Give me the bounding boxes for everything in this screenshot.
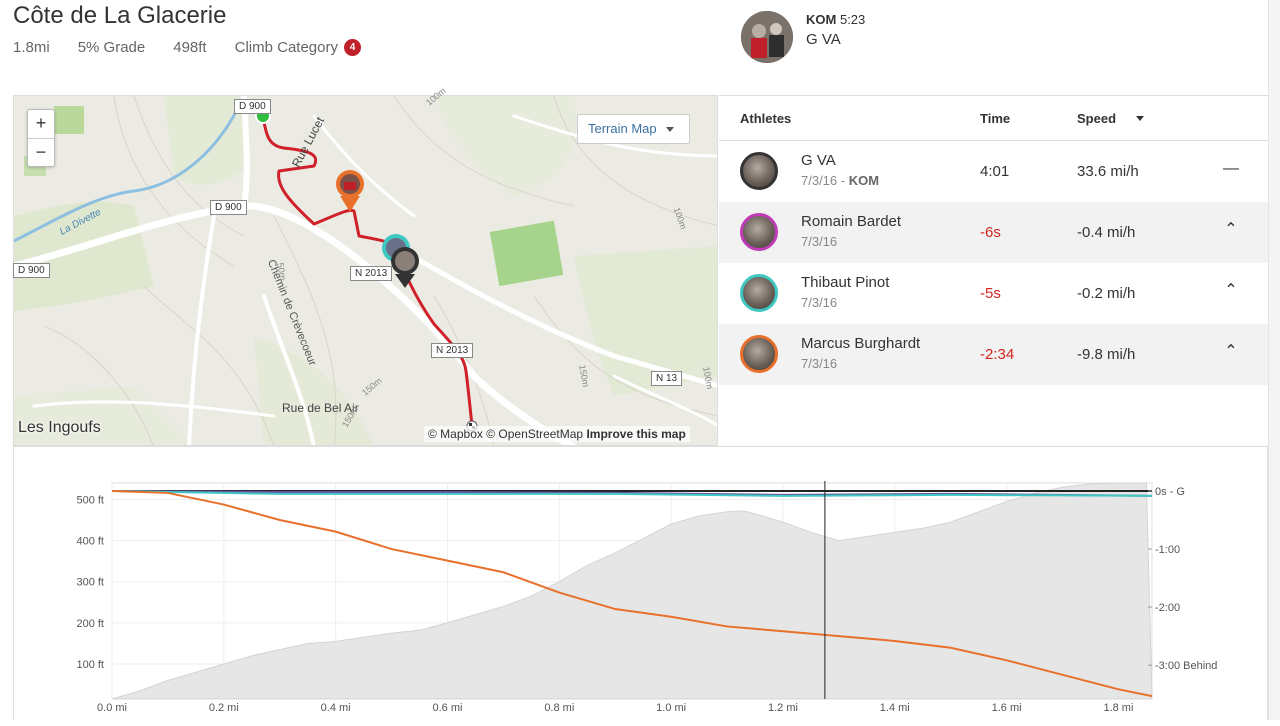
effort-time: -5s [980,285,1001,302]
climb-category-label: Climb Category [234,39,338,56]
zoom-in-button[interactable]: + [35,113,47,133]
y-tick-label: 100 ft [76,659,104,671]
y-tick-label: 500 ft [76,494,104,506]
road-label: N 2013 [350,266,393,281]
athlete-name[interactable]: Romain Bardet [801,213,902,230]
road-label: N 13 [651,371,683,386]
y-tick-label: 300 ft [76,577,104,589]
athlete-avatar[interactable] [740,274,778,312]
zoom-out-button[interactable]: − [28,138,54,167]
x-tick-label: 0.6 mi [432,702,462,714]
athlete-name[interactable]: Thibaut Pinot [801,274,890,291]
right-edge-panel [1268,0,1280,720]
kom-label: KOM 5:23 [806,12,865,27]
x-tick-label: 1.8 mi [1103,702,1133,714]
athlete-name[interactable]: G VA [801,152,836,169]
road-label: D 900 [13,263,50,278]
chart-canvas[interactable]: 100 ft 200 ft 300 ft 400 ft 500 ft 0s - G -1:0… [14,447,1267,721]
climb-category-badge: 4 [343,39,361,56]
y-right-tick-label: -1:00 [1155,544,1180,556]
effort-date: 7/3/16 - KOM [801,173,880,188]
kom-avatar[interactable] [741,11,793,63]
elevation-area [111,482,1153,700]
effort-speed: 33.6 mi/h [1077,163,1139,180]
leaderboard-row[interactable]: G VA 7/3/16 - KOM 4:01 33.6 mi/h — [719,141,1268,202]
effort-date: 7/3/16 [801,356,837,371]
map-attribution: © Mapbox © OpenStreetMap Improve this ma… [424,426,690,442]
series-line [111,490,1153,497]
effort-date-value: 7/3/16 [801,295,838,310]
segment-elevation: 498ft [173,39,207,56]
road-label: N 2013 [431,343,474,358]
athlete-marker-gva-icon[interactable] [391,247,419,288]
athlete-name[interactable]: Marcus Burghardt [801,335,921,352]
athlete-avatar[interactable] [740,213,778,251]
x-tick-label: 1.2 mi [768,702,798,714]
x-tick-label: 1.6 mi [992,702,1022,714]
athlete-avatar[interactable] [740,152,778,190]
leaderboard-row[interactable]: Marcus Burghardt 7/3/16 -2:34 -9.8 mi/h ⌃ [719,324,1268,385]
effort-date-value: 7/3/16 [801,356,838,371]
leaderboard-header: Athletes Time Speed [719,96,1268,141]
athlete-marker-burghardt-icon[interactable] [336,170,364,212]
segment-grade: 5% Grade [77,39,146,56]
effort-speed: -0.4 mi/h [1077,224,1136,241]
effort-speed: -0.2 mi/h [1077,285,1136,302]
effort-speed: -9.8 mi/h [1077,346,1136,363]
effort-date: 7/3/16 [801,234,837,249]
leaderboard-row[interactable]: Romain Bardet 7/3/16 -6s -0.4 mi/h ⌃ [719,202,1268,263]
leaderboard-row[interactable]: Thibaut Pinot 7/3/16 -5s -0.2 mi/h ⌃ [719,263,1268,324]
leaderboard: Athletes Time Speed G VA 7/3/16 - KOM 4:01… [719,95,1268,447]
y-right-tick-label: -3:00 Behind [1155,660,1217,672]
y-right-tick-label: 0s - G [1155,486,1185,498]
expand-toggle-icon[interactable]: ⌃ [1224,343,1238,360]
chevron-down-icon [666,127,674,132]
kom-badge: KOM [848,173,880,188]
athlete-avatar[interactable] [740,335,778,373]
y-right-tick-label: -2:00 [1155,602,1180,614]
kom-time: 5:23 [839,12,866,27]
elevation-chart[interactable]: 100 ft 200 ft 300 ft 400 ft 500 ft 0s - G -1:0… [13,446,1268,720]
collapse-icon[interactable]: — [1223,160,1239,177]
road-label: D 900 [234,99,271,114]
x-tick-label: 0.4 mi [321,702,351,714]
y-tick-label: 200 ft [76,618,104,630]
road-label: D 900 [210,200,247,215]
attribution-mapbox-link[interactable]: © Mapbox [428,427,483,441]
map-type-dropdown[interactable]: Terrain Map [577,114,690,144]
kom-athlete-name[interactable]: G VA [806,31,841,48]
x-tick-label: 0.8 mi [544,702,574,714]
place-label: Les Ingoufs [18,419,101,436]
effort-date: 7/3/16 [801,295,837,310]
effort-time: -2:34 [980,346,1015,363]
map-type-label: Terrain Map [588,121,657,136]
effort-time: 4:01 [980,163,1010,180]
x-tick-label: 1.4 mi [880,702,910,714]
x-tick-label: 0.0 mi [97,702,127,714]
kom-title: KOM [806,12,837,27]
expand-toggle-icon[interactable]: ⌃ [1224,221,1238,238]
time-column-header[interactable]: Time [980,111,1011,126]
street-label: Rue de Bel Air [282,401,359,415]
expand-toggle-icon[interactable]: ⌃ [1224,282,1238,299]
avatar-photo-icon [741,11,793,63]
segment-title: Côte de La Glacerie [13,2,227,29]
x-tick-label: 1.0 mi [656,702,686,714]
attribution-osm-link[interactable]: © OpenStreetMap [486,427,584,441]
x-tick-label: 0.2 mi [209,702,239,714]
map-canvas[interactable] [14,96,718,446]
sort-down-icon[interactable] [1136,116,1144,121]
segment-stats: 1.8mi 5% Grade 498ft Climb Category 4 [13,39,389,56]
zoom-control: + − [27,109,55,167]
effort-date-value: 7/3/16 [801,234,838,249]
speed-column-header[interactable]: Speed [1077,111,1117,126]
improve-map-link[interactable]: Improve this map [586,427,686,441]
y-tick-label: 400 ft [76,536,104,548]
effort-time: -6s [980,224,1001,241]
segment-distance: 1.8mi [13,39,50,56]
effort-date-value: 7/3/16 [801,173,838,188]
series-line [111,490,1153,698]
athletes-column-header[interactable]: Athletes [740,111,792,126]
